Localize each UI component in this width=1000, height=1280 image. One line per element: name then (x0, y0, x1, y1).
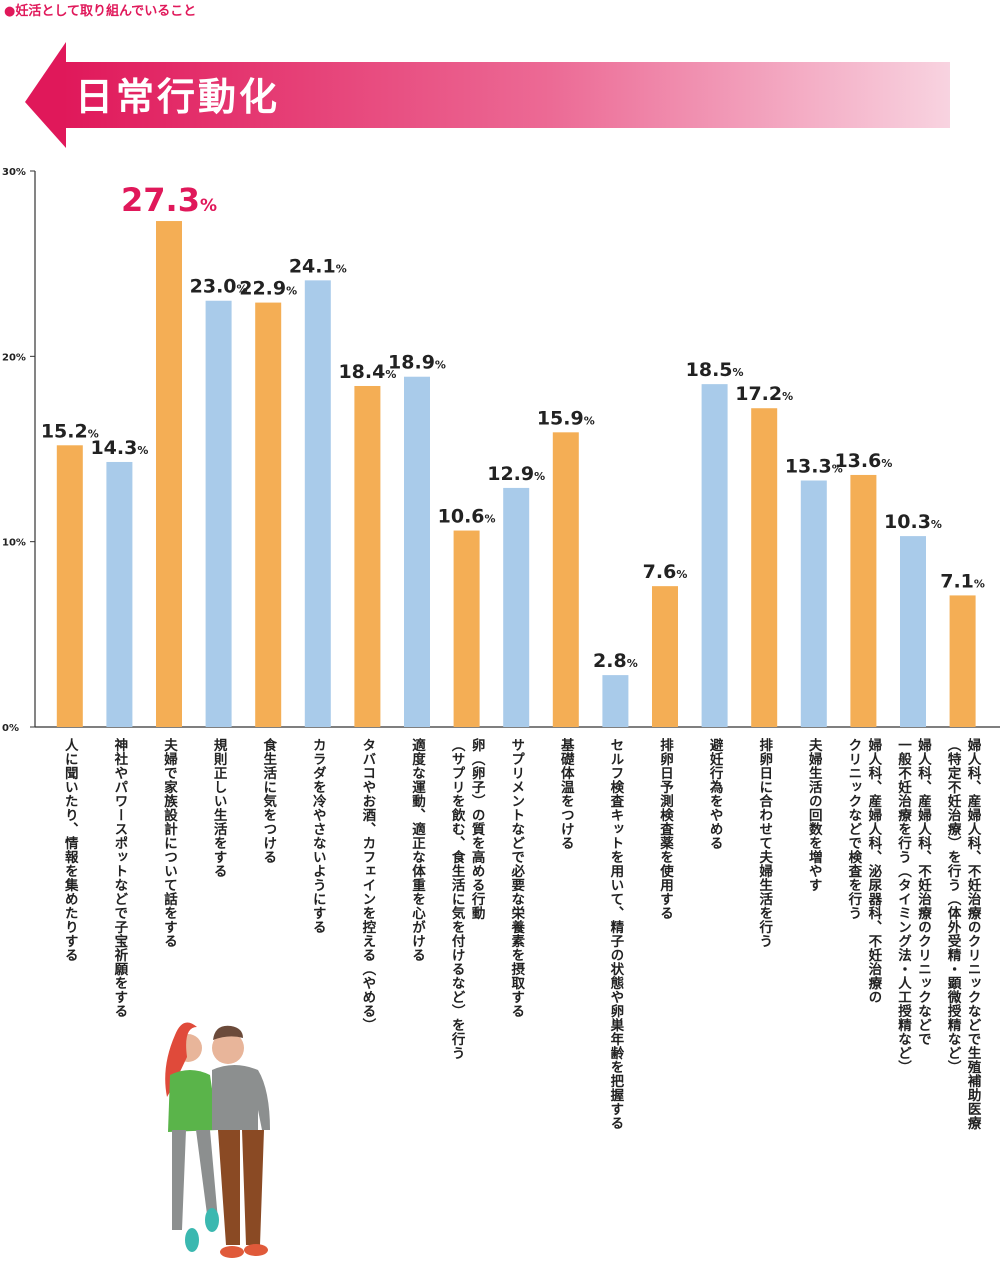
y-tick-label: 0% (2, 723, 19, 734)
x-tick-label: 婦人科、産婦人科、不妊治療のクリニックなどで 一般不妊治療を行う（タイミング法・… (895, 738, 931, 1074)
bar (404, 376, 430, 727)
bar (354, 385, 381, 727)
x-tick-label: 規則正しい生活をする (210, 738, 227, 878)
x-tick-label: 夫婦生活の回数を増やす (805, 738, 822, 892)
x-tick-label: 婦人科、産婦人科、泌尿器科、不妊治療の クリニックなどで検査を行う (845, 738, 882, 1004)
value-label: 13.6% (834, 450, 892, 472)
value-label: 10.6% (438, 506, 496, 528)
x-tick-label: 神社やパワースポットなどで子宝祈願をする (111, 738, 128, 1018)
x-tick-label: 基礎体温をつける (557, 738, 574, 850)
bar (751, 408, 778, 727)
value-label: 15.2% (41, 420, 99, 442)
illustration (165, 1022, 270, 1258)
value-label: 2.8% (593, 650, 638, 672)
x-tick-label: 避妊行為をやめる (706, 738, 723, 850)
value-label: 15.9% (537, 407, 595, 429)
value-label: 24.1% (289, 255, 347, 277)
bar (900, 536, 926, 727)
value-label: 18.9% (388, 352, 446, 374)
value-label: 27.3% (121, 181, 217, 219)
banner (25, 42, 950, 148)
x-tick-label: 食生活に気をつける (260, 738, 277, 864)
x-tick-label: 婦人科、産婦人科、不妊治療のクリニックなどで生殖補助医療 （特定不妊治療）を行う… (944, 738, 981, 1130)
bar (453, 530, 480, 727)
value-label: 17.2% (735, 383, 793, 405)
value-label: 12.9% (487, 463, 545, 485)
x-tick-label: 卵（卵子）の質を高める行動 （サプリを飲む、食生活に気を付けるなど）を行う (448, 738, 485, 1060)
x-tick-label: タバコやお酒、カフェインを控える（やめる） (359, 738, 376, 1032)
value-label: 10.3% (884, 511, 942, 533)
bar (205, 300, 232, 727)
x-tick-label: 排卵日に合わせて夫婦生活を行う (756, 738, 773, 948)
x-tick-label: 排卵日予測検査薬を使用する (657, 738, 673, 920)
value-label: 18.5% (686, 359, 744, 381)
value-label: 7.1% (940, 570, 985, 592)
bar (652, 586, 678, 727)
chart-title: 日常行動化 (75, 75, 280, 119)
bar (949, 595, 976, 727)
x-tick-label: セルフ検査キットを用いて、精子の状態や卵巣年齢を把握する (607, 738, 624, 1130)
bar (503, 487, 530, 727)
bar (106, 461, 133, 727)
y-tick-label: 20% (2, 352, 26, 363)
x-tick-label: サプリメントなどで必要な栄養素を摂取する (508, 738, 525, 1018)
value-label: 22.9% (239, 278, 297, 300)
x-tick-label: 人に聞いたり、情報を集めたりする (61, 738, 78, 962)
value-label: 14.3% (90, 437, 148, 459)
x-tick-label: カラダを冷やさないようにする (309, 738, 326, 934)
bar (850, 474, 877, 727)
x-tick-label: 適度な運動、適正な体重を心がける (409, 738, 425, 962)
subtitle: ●妊活として取り組んでいること (4, 4, 197, 19)
bar (156, 221, 182, 728)
x-tick-label: 夫婦で家族設計について話をする (161, 738, 177, 948)
bar (602, 675, 629, 727)
bar (701, 384, 728, 727)
bar (800, 480, 827, 727)
value-label: 18.4% (338, 361, 396, 383)
value-label: 7.6% (643, 561, 688, 583)
value-label: 23.0% (190, 276, 248, 298)
bar (304, 280, 331, 727)
y-tick-label: 30% (2, 167, 26, 178)
value-label: 13.3% (785, 456, 843, 478)
bar (552, 432, 579, 727)
bar (255, 302, 282, 727)
y-tick-label: 10% (2, 538, 26, 549)
bar (56, 445, 83, 727)
